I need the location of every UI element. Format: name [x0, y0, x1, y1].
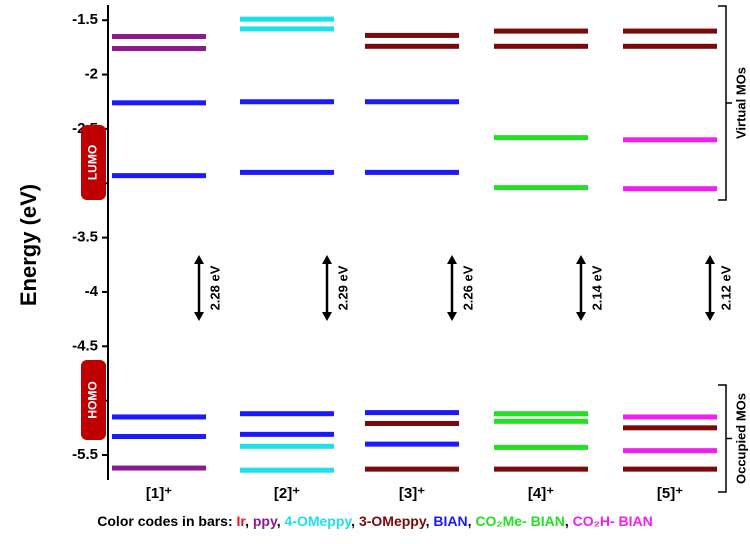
category-label: [4]⁺ — [528, 485, 554, 502]
energy-level — [365, 32, 459, 38]
legend-entry: CO₂H- BIAN — [573, 513, 653, 529]
energy-level — [112, 34, 206, 40]
energy-level — [240, 431, 334, 437]
energy-level — [623, 414, 717, 420]
energy-level — [623, 448, 717, 454]
energy-level — [494, 444, 588, 450]
energy-level — [240, 99, 334, 105]
y-tick-label: -5.5 — [72, 446, 98, 463]
energy-level — [365, 441, 459, 447]
energy-level — [623, 186, 717, 192]
energy-level — [623, 137, 717, 143]
legend-entry: 4-OMeppy — [285, 513, 353, 529]
gap-label: 2.14 eV — [589, 265, 604, 310]
orbital-tag-label: HOMO — [86, 381, 100, 418]
bracket — [718, 384, 732, 493]
y-tick-label: -4.5 — [72, 337, 98, 354]
legend-entry: Ir — [237, 513, 247, 529]
energy-level — [112, 414, 206, 420]
category-label: [5]⁺ — [657, 485, 683, 502]
energy-level — [240, 411, 334, 417]
gap-label: 2.28 eV — [207, 265, 222, 310]
energy-level — [494, 466, 588, 472]
legend-separator: , — [565, 513, 573, 529]
y-tick-label: -4 — [85, 283, 99, 300]
energy-level — [240, 169, 334, 175]
orbital-tag-label: LUMO — [86, 145, 100, 180]
legend-entry: CO₂Me- BIAN — [475, 513, 564, 529]
energy-level — [365, 169, 459, 175]
gap-label: 2.12 eV — [718, 265, 733, 310]
orbital-tag — [81, 125, 106, 200]
energy-level — [365, 99, 459, 105]
energy-level — [240, 443, 334, 449]
legend-separator: , — [468, 513, 476, 529]
category-label: [2]⁺ — [274, 485, 300, 502]
bracket-label: Occupied MOs — [733, 393, 748, 484]
legend-entry: 3-OMeppy — [359, 513, 427, 529]
energy-level — [494, 43, 588, 49]
gap-label: 2.29 eV — [335, 265, 350, 310]
energy-level — [112, 434, 206, 440]
energy-level — [623, 28, 717, 34]
energy-level — [240, 16, 334, 22]
energy-level — [240, 26, 334, 32]
energy-level — [240, 467, 334, 473]
energy-level — [494, 411, 588, 417]
bracket — [718, 5, 732, 201]
energy-level — [494, 28, 588, 34]
energy-level — [112, 45, 206, 51]
category-label: [3]⁺ — [399, 485, 425, 502]
legend-separator: , — [245, 513, 253, 529]
energy-level — [494, 418, 588, 424]
legend-title: Color codes in bars: — [97, 513, 232, 529]
gap-label: 2.26 eV — [460, 265, 475, 310]
legend: Color codes in bars: Ir, ppy, 4-OMeppy, … — [97, 513, 652, 529]
y-tick-label: -3.5 — [72, 229, 98, 246]
y-axis-label: Energy (eV) — [16, 184, 41, 306]
energy-level — [494, 185, 588, 191]
legend-separator: , — [351, 513, 359, 529]
category-label: [1]⁺ — [146, 485, 172, 502]
energy-level — [112, 100, 206, 106]
y-tick-label: -2 — [85, 66, 98, 83]
energy-level — [623, 425, 717, 431]
orbital-tag — [81, 360, 106, 440]
legend-entry: BIAN — [433, 513, 467, 529]
energy-level — [112, 173, 206, 179]
energy-level — [112, 465, 206, 471]
y-tick-label: -1.5 — [72, 11, 98, 28]
legend-separator: , — [426, 513, 434, 529]
energy-level — [623, 466, 717, 472]
legend-entry: ppy — [253, 513, 278, 529]
legend-separator: , — [277, 513, 285, 529]
bracket-label: Virtual MOs — [733, 67, 748, 139]
energy-level — [623, 43, 717, 49]
energy-level — [494, 135, 588, 141]
energy-level — [365, 420, 459, 426]
energy-level — [365, 466, 459, 472]
energy-level — [365, 43, 459, 49]
energy-level — [365, 410, 459, 416]
